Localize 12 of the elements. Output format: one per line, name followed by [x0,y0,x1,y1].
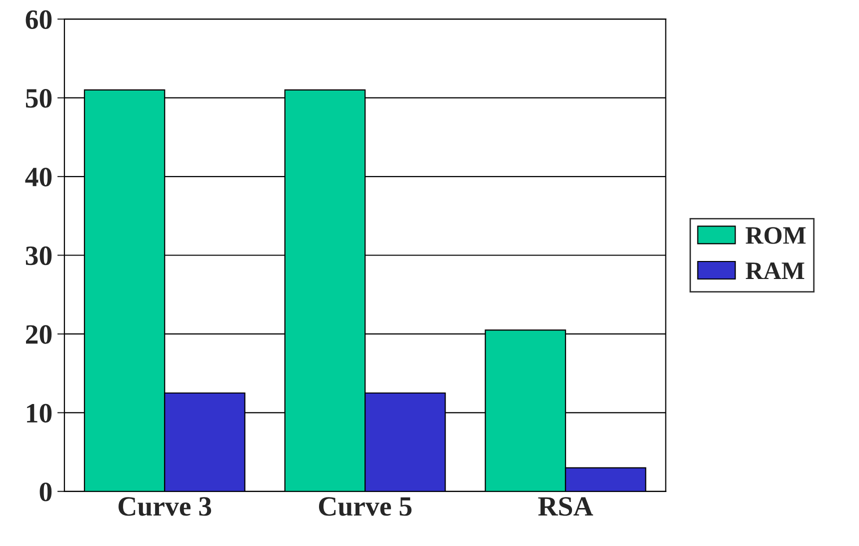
x-tick-label: RSA [538,497,594,516]
y-tick-label: 20 [26,325,52,344]
y-tick-label: 40 [25,168,52,186]
legend-label: RAM [746,262,804,280]
x-tick-label: Curve 3 [118,497,212,516]
legend-label: ROM [746,227,806,244]
x-tick-label: Curve 5 [318,497,412,516]
y-tick-label: 30 [26,246,52,266]
y-tick-label: 0 [40,482,52,502]
y-tick-label: 60 [26,10,52,30]
y-tick-label: 10 [27,404,52,423]
y-tick-label: 50 [26,88,52,108]
